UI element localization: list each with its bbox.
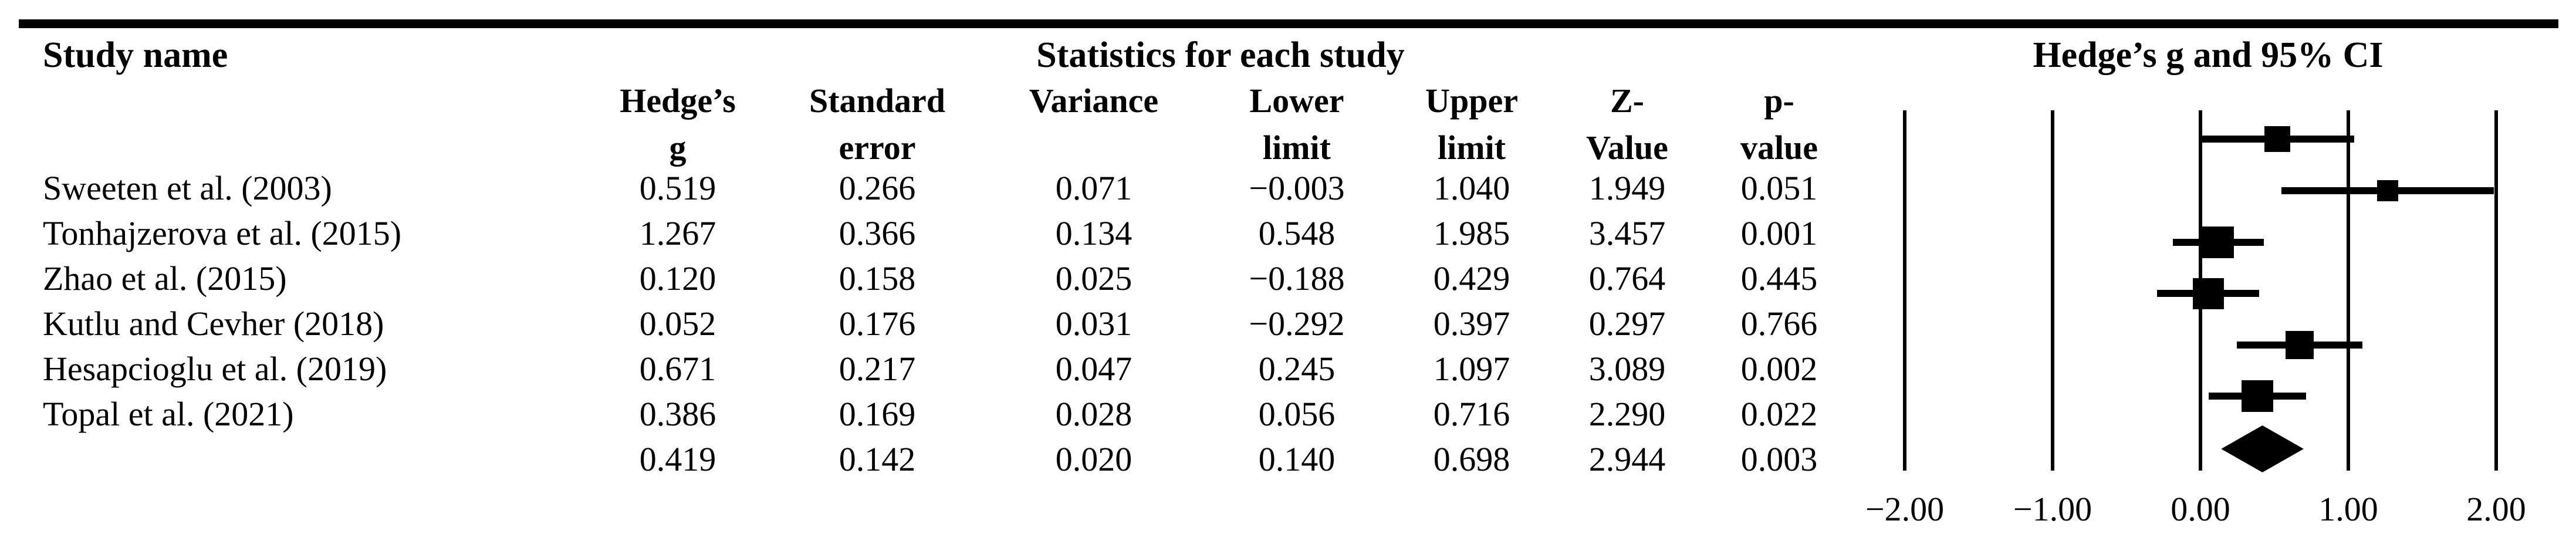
study-row-cell: 0.766 — [1740, 305, 1818, 343]
study-row-cell: 0.022 — [1740, 395, 1818, 433]
study-row-cell: 0.386 — [639, 395, 716, 433]
summary-diamond — [2221, 425, 2304, 472]
axis-gridline — [2051, 110, 2054, 471]
study-row-cell: 0.001 — [1740, 214, 1818, 252]
study-row-cell: 0.245 — [1258, 350, 1336, 388]
study-row-cell: 0.025 — [1055, 259, 1133, 298]
top-rule-divider — [19, 19, 2558, 28]
study-row-cell: 0.056 — [1258, 395, 1336, 433]
study-row-name: Kutlu and Cevher (2018) — [43, 305, 384, 343]
study-row-cell: 0.120 — [639, 259, 716, 298]
summary-row-cell: 2.944 — [1588, 440, 1666, 478]
study-row-cell: 0.134 — [1055, 214, 1133, 252]
study-row-cell: 0.051 — [1740, 169, 1818, 207]
study-row-cell: 1.097 — [1433, 350, 1510, 388]
axis-tick-label: 2.00 — [2466, 490, 2526, 528]
study-name-column-title: Study name — [43, 35, 228, 75]
study-row-cell: 0.217 — [839, 350, 916, 388]
column-header-line2: Value — [1586, 129, 1668, 167]
study-row-cell: 0.297 — [1588, 305, 1666, 343]
column-header-line1: p- — [1764, 82, 1794, 120]
study-row-cell: 0.031 — [1055, 305, 1133, 343]
column-header-line1: Z- — [1610, 82, 1644, 120]
study-row-cell: 0.176 — [839, 305, 916, 343]
study-row-cell: 0.002 — [1740, 350, 1818, 388]
column-header-line1: Lower — [1249, 82, 1344, 120]
column-header-line2 — [1029, 124, 1158, 171]
statistics-section-title: Statistics for each study — [1036, 35, 1405, 75]
study-row-name: Sweeten et al. (2003) — [43, 169, 332, 207]
column-header-line2: error — [839, 129, 916, 167]
summary-row-cell: 0.020 — [1055, 440, 1133, 478]
study-row-cell: 0.366 — [839, 214, 916, 252]
summary-row-cell: 0.419 — [639, 440, 716, 478]
study-row-cell: 1.267 — [639, 214, 716, 252]
study-row-cell: 0.548 — [1258, 214, 1336, 252]
column-header-line1: Variance — [1029, 82, 1159, 120]
study-row-cell: 2.290 — [1588, 395, 1666, 433]
column-header-line1: Upper — [1425, 82, 1518, 120]
column-header: Lower limit — [1249, 77, 1344, 171]
study-row-cell: 0.445 — [1740, 259, 1818, 298]
study-row-cell: 0.052 — [639, 305, 716, 343]
study-row-name: Hesapcioglu et al. (2019) — [43, 350, 387, 388]
study-row-name: Zhao et al. (2015) — [43, 259, 287, 298]
effect-size-square — [2286, 331, 2314, 359]
axis-gridline — [1903, 110, 1906, 471]
summary-row-cell: 0.003 — [1740, 440, 1818, 478]
axis-tick-label: −1.00 — [2013, 490, 2092, 528]
study-row-cell: 0.158 — [839, 259, 916, 298]
study-row-name: Tonhajzerova et al. (2015) — [43, 214, 402, 252]
column-header: p-value — [1740, 77, 1818, 171]
column-header-line1: Standard — [809, 82, 946, 120]
plot-section-title: Hedge’s g and 95% CI — [2033, 35, 2384, 75]
effect-size-square — [2377, 180, 2399, 201]
axis-tick-label: −2.00 — [1865, 490, 1945, 528]
column-header: Z- Value — [1586, 77, 1668, 171]
column-header-line2: limit — [1438, 129, 1506, 167]
study-row-cell: 0.764 — [1588, 259, 1666, 298]
column-header-line2: g — [669, 129, 687, 167]
column-header: Upper limit — [1425, 77, 1518, 171]
study-row-cell: 0.429 — [1433, 259, 1510, 298]
study-row-cell: 0.716 — [1433, 395, 1510, 433]
study-row-cell: 0.047 — [1055, 350, 1133, 388]
column-header-line1: Hedge’s — [620, 82, 736, 120]
effect-size-square — [2202, 227, 2234, 258]
study-row-cell: 1.985 — [1433, 214, 1510, 252]
study-row-cell: 0.028 — [1055, 395, 1133, 433]
study-row-cell: −0.003 — [1249, 169, 1345, 207]
study-row-cell: 1.040 — [1433, 169, 1510, 207]
study-row-cell: 0.169 — [839, 395, 916, 433]
study-row-cell: 0.266 — [839, 169, 916, 207]
axis-gridline — [2494, 110, 2498, 471]
effect-size-square — [2264, 126, 2290, 152]
study-row-cell: 3.457 — [1588, 214, 1666, 252]
study-row-cell: 0.519 — [639, 169, 716, 207]
study-row-cell: 0.397 — [1433, 305, 1510, 343]
axis-tick-label: 1.00 — [2318, 490, 2378, 528]
axis-gridline — [2347, 110, 2350, 471]
study-row-cell: 3.089 — [1588, 350, 1666, 388]
summary-row-cell: 0.142 — [839, 440, 916, 478]
study-row-cell: 1.949 — [1588, 169, 1666, 207]
column-header: Variance — [1029, 77, 1158, 171]
column-header-line2: value — [1740, 129, 1818, 167]
column-header: Standard error — [809, 77, 945, 171]
column-header-line2: limit — [1263, 129, 1331, 167]
effect-size-square — [2192, 278, 2224, 309]
effect-size-square — [2242, 380, 2274, 412]
study-row-cell: 0.071 — [1055, 169, 1133, 207]
column-header: Hedge’s g — [620, 77, 736, 171]
summary-row-cell: 0.698 — [1433, 440, 1510, 478]
summary-row-cell: 0.140 — [1258, 440, 1336, 478]
study-row-cell: 0.671 — [639, 350, 716, 388]
study-row-cell: −0.292 — [1249, 305, 1345, 343]
study-row-name: Topal et al. (2021) — [43, 395, 294, 433]
study-row-cell: −0.188 — [1249, 259, 1345, 298]
axis-tick-label: 0.00 — [2171, 490, 2230, 528]
